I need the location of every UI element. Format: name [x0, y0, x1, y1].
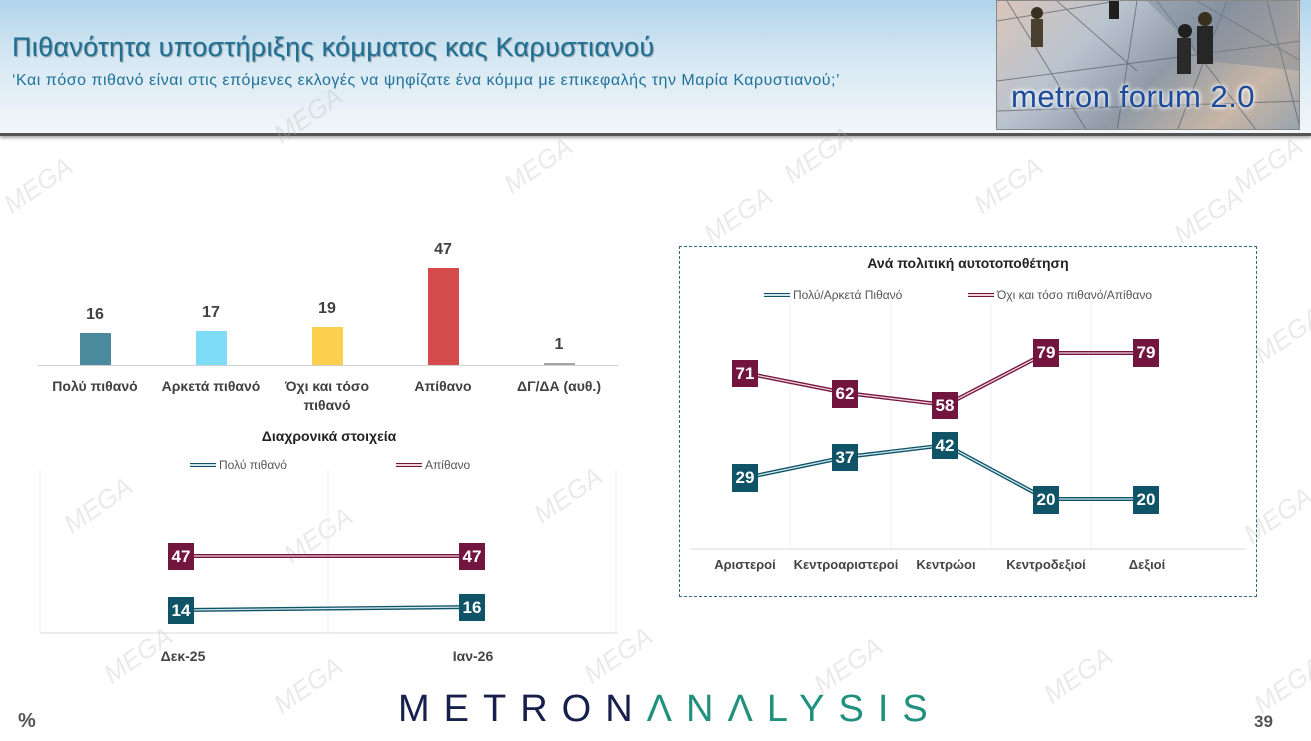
watermark: MEGA	[698, 180, 778, 250]
data-marker: 42	[932, 432, 958, 459]
legend-teal-swatch-icon	[190, 463, 216, 467]
bar-category-label: Πολύ πιθανό	[52, 378, 138, 394]
bar-poly-pithano	[80, 333, 111, 365]
data-marker: 71	[732, 360, 758, 387]
x-axis-label: Κεντροδεξιοί	[1006, 557, 1086, 572]
legend-item: Πολύ/Αρκετά Πιθανό	[764, 288, 902, 302]
legend-label: Όχι και τόσο πιθανό/Απίθανο	[997, 288, 1153, 302]
legend-label: Πολύ/Αρκετά Πιθανό	[793, 288, 903, 302]
data-marker: 20	[1033, 486, 1059, 514]
data-marker: 58	[932, 392, 958, 419]
watermark: MEGA	[1038, 640, 1118, 710]
legend-item: Όχι και τόσο πιθανό/Απίθανο	[968, 288, 1152, 302]
political-placement-chart: Ανά πολιτική αυτοτοποθέτηση Πολύ/Αρκετά …	[679, 246, 1257, 597]
x-axis-label: Δεξιοί	[1128, 557, 1166, 572]
watermark: MEGA	[968, 150, 1048, 220]
bar-category-label: ΔΓ/ΔΑ (αυθ.)	[517, 378, 601, 394]
x-axis-label: Ιαν-26	[452, 648, 494, 664]
legend-label: Απίθανο	[425, 458, 471, 472]
tiles-pattern-icon	[997, 1, 1299, 129]
legend-wine-swatch-icon	[396, 463, 422, 467]
x-axis-label: Δεκ-25	[160, 648, 206, 664]
bar-value: 19	[318, 300, 336, 317]
data-marker: 20	[1133, 486, 1159, 514]
political-chart-title: Ανά πολιτική αυτοτοποθέτηση	[867, 255, 1069, 271]
x-axis-label: Αριστεροί	[714, 557, 776, 572]
legend-teal-swatch-icon	[764, 293, 790, 297]
trend-chart-title: Διαχρονικά στοιχεία	[261, 428, 397, 444]
data-marker: 14	[168, 597, 194, 624]
bar-value: 17	[202, 304, 220, 321]
watermark: MEGA	[0, 150, 78, 220]
data-marker: 79	[1033, 339, 1059, 367]
page-number: 39	[1254, 712, 1273, 731]
logo-part-metron: METRON	[398, 688, 647, 730]
trend-chart: Διαχρονικά στοιχεία Πολύ πιθανό Απίθανο …	[38, 428, 620, 668]
question-text: ‘Και πόσο πιθανό είναι στις επόμενες εκλ…	[12, 72, 841, 89]
logo-text: metron forum 2.0	[1011, 79, 1256, 114]
watermark: MEGA	[1228, 130, 1308, 200]
metron-forum-logo: metron forum 2.0	[996, 0, 1300, 130]
logo-part-analysis: ΛNΛLYSIS	[646, 688, 942, 730]
bar-value: 47	[434, 241, 452, 258]
bar-category-label: Απίθανο	[414, 378, 472, 394]
bar-value: 16	[86, 306, 104, 323]
slide-title: Πιθανότητα υποστήριξης κόμματος κας Καρυ…	[12, 32, 655, 62]
data-marker: 37	[832, 444, 858, 471]
data-marker: 79	[1133, 339, 1159, 367]
bar-category-label: Όχι και τόσο πιθανό	[284, 378, 370, 413]
unit-label: %	[18, 710, 36, 732]
data-marker: 47	[168, 543, 194, 570]
bar-dg-da	[544, 363, 575, 365]
bar-apithano	[428, 268, 459, 365]
x-axis-label: Κεντροαριστεροί	[793, 557, 899, 572]
x-axis-label: Κεντρώοι	[916, 557, 976, 572]
bar-arketa-pithano	[196, 331, 227, 365]
legend-item: Απίθανο	[396, 458, 470, 472]
legend-label: Πολύ πιθανό	[219, 458, 287, 472]
data-marker: 47	[459, 543, 485, 570]
bar-value: 1	[554, 336, 564, 353]
trend-plot-area	[39, 470, 618, 634]
data-marker: 62	[832, 380, 858, 408]
bar-oxi-kai-toso	[312, 327, 343, 365]
x-axis-line	[38, 365, 618, 366]
metron-analysis-logo: METRONΛNΛLYSIS	[398, 688, 942, 731]
bar-chart: 16 Πολύ πιθανό 17 Αρκετά πιθανό 19 Όχι κ…	[38, 230, 620, 420]
watermark: MEGA	[1248, 300, 1311, 370]
bar-category-label: Αρκετά πιθανό	[161, 378, 261, 394]
data-marker: 29	[732, 464, 758, 492]
watermark: MEGA	[1168, 180, 1248, 250]
data-marker: 16	[459, 594, 485, 621]
watermark: MEGA	[1248, 650, 1311, 720]
legend-wine-swatch-icon	[968, 293, 994, 297]
political-plot-area	[690, 302, 1246, 550]
watermark: MEGA	[498, 130, 578, 200]
legend-item: Πολύ πιθανό	[190, 458, 287, 472]
